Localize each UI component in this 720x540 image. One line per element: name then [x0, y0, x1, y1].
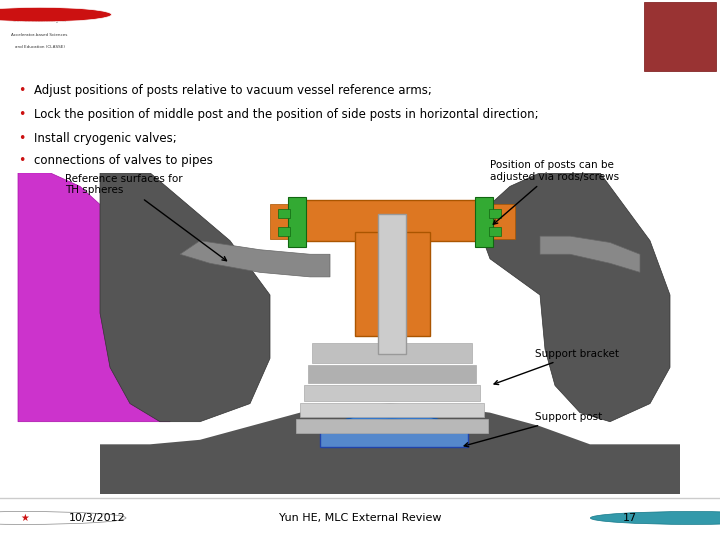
Bar — [355, 232, 430, 336]
Text: •: • — [18, 109, 25, 122]
Bar — [308, 364, 476, 383]
Text: vacuum vessel references: vacuum vessel references — [234, 43, 544, 66]
Circle shape — [0, 7, 112, 22]
Text: Adjust positions of posts relative to vacuum vessel reference arms;: Adjust positions of posts relative to va… — [35, 84, 432, 97]
Polygon shape — [18, 173, 175, 422]
Text: connections of valves to pipes: connections of valves to pipes — [35, 154, 213, 167]
Bar — [296, 419, 488, 433]
Polygon shape — [180, 241, 330, 277]
Bar — [644, 2, 716, 71]
Bar — [304, 384, 480, 401]
Text: Install cryogenic valves;: Install cryogenic valves; — [35, 132, 177, 145]
Polygon shape — [100, 173, 270, 422]
Polygon shape — [480, 173, 670, 422]
Bar — [278, 209, 290, 218]
Text: Support bracket: Support bracket — [494, 349, 619, 384]
Polygon shape — [324, 410, 460, 447]
Polygon shape — [540, 236, 640, 272]
Text: Lock the position of middle post and the position of side posts in horizontal di: Lock the position of middle post and the… — [35, 109, 539, 122]
Text: and Education (CLASSE): and Education (CLASSE) — [14, 45, 65, 49]
Text: 10/3/2012: 10/3/2012 — [68, 513, 125, 523]
Text: •: • — [18, 84, 25, 97]
Bar — [320, 429, 468, 447]
Bar — [475, 205, 515, 239]
Bar — [300, 403, 484, 417]
Circle shape — [0, 511, 126, 524]
Text: •: • — [18, 154, 25, 167]
Bar — [489, 227, 501, 236]
Text: Accelerator-based Sciences: Accelerator-based Sciences — [12, 33, 68, 37]
Text: 17: 17 — [623, 513, 637, 523]
Text: Support post: Support post — [464, 412, 602, 447]
Text: Yun HE, MLC External Review: Yun HE, MLC External Review — [279, 513, 441, 523]
Bar — [489, 209, 501, 218]
Bar — [300, 200, 480, 241]
FancyBboxPatch shape — [4, 6, 76, 67]
Bar — [475, 197, 493, 247]
Bar — [312, 343, 472, 363]
Polygon shape — [100, 403, 680, 494]
Bar — [270, 205, 305, 239]
Bar — [378, 213, 406, 354]
Circle shape — [590, 511, 720, 524]
Text: Reference surfaces for
TH spheres: Reference surfaces for TH spheres — [65, 174, 227, 261]
Bar — [288, 197, 306, 247]
Text: ★: ★ — [21, 513, 30, 523]
Text: Assembling steps – align cold mass to: Assembling steps – align cold mass to — [164, 10, 613, 34]
Text: Position of posts can be
adjusted via rods/screws: Position of posts can be adjusted via ro… — [490, 160, 619, 224]
Text: Cornell Laboratory for: Cornell Laboratory for — [12, 18, 67, 23]
Text: •: • — [18, 132, 25, 145]
Bar — [278, 227, 290, 236]
